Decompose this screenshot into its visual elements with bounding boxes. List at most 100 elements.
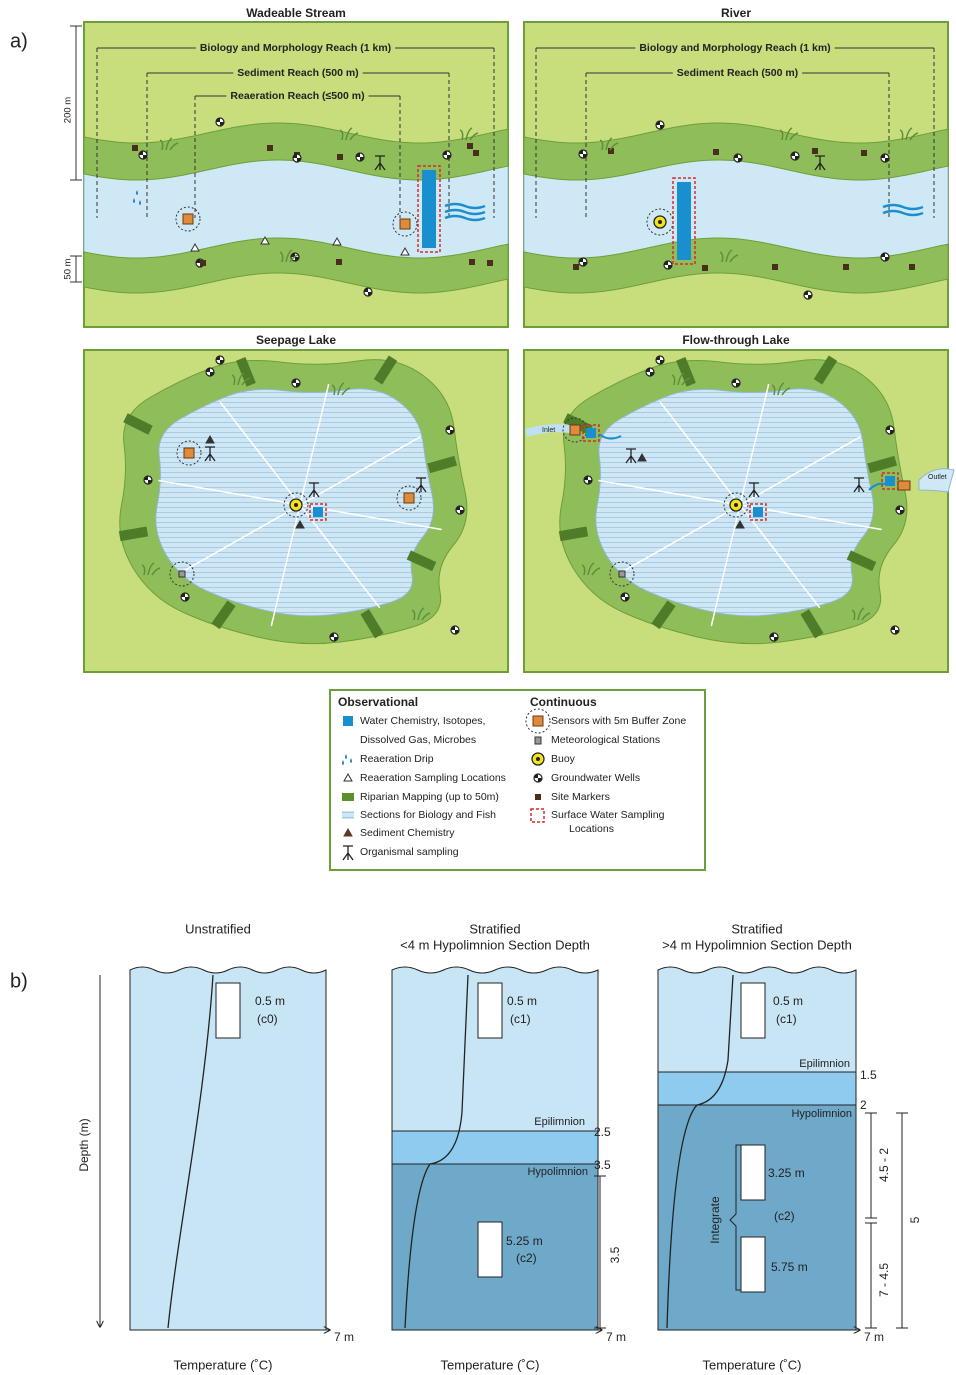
grass (779, 127, 799, 141)
legend-item: Site Markers (551, 791, 610, 803)
groundwater-well (356, 153, 364, 161)
groundwater-well (770, 633, 778, 641)
triangle (295, 519, 305, 529)
triangle (260, 235, 270, 245)
groundwater-well (451, 626, 459, 634)
sensor-buffer (396, 485, 422, 511)
section-line (739, 504, 882, 531)
surface-water-sampling (582, 424, 600, 442)
legend-box (329, 689, 706, 871)
groundwater-well (791, 152, 799, 160)
site-title: Flow-through Lake (682, 333, 790, 347)
legend-item: Meteorological Stations (551, 734, 660, 746)
triangle (205, 434, 215, 444)
groundwater-well (621, 593, 629, 601)
met-station (534, 736, 542, 745)
site-marker (267, 145, 273, 151)
groundwater-well (896, 506, 904, 514)
bracket-label: 7 - 4.5 (877, 1263, 891, 1297)
sample-depth (740, 1144, 766, 1201)
scale-label: 50 m (63, 258, 74, 279)
site-marker (573, 264, 579, 270)
bracket (865, 1112, 908, 1329)
site-marker (535, 794, 541, 800)
reach-boundary (194, 96, 401, 218)
riparian-mapping (211, 600, 236, 630)
surface-water-sampling (530, 808, 545, 823)
groundwater-well (664, 261, 672, 269)
tripod (625, 448, 637, 464)
section-line (299, 504, 442, 531)
sensor (399, 218, 411, 230)
groundwater-well (181, 593, 189, 601)
sensor (182, 213, 194, 225)
grass (581, 562, 601, 576)
triangle (343, 827, 353, 837)
panel-label: b) (10, 970, 28, 992)
section-line (270, 504, 301, 627)
triangle (637, 452, 647, 462)
buoy-buffer (723, 492, 749, 518)
column-title: Unstratified (185, 921, 251, 936)
depth-label: 7 m (864, 1330, 884, 1344)
sample-depth (477, 1221, 503, 1278)
sensor (183, 447, 195, 459)
surface-water-sampling (749, 503, 767, 521)
sample-label: (c2) (516, 1251, 537, 1265)
temperature-profile (167, 974, 214, 1329)
sample-label: (c1) (510, 1012, 531, 1026)
site-marker (608, 148, 614, 154)
reach-label: Biology and Morphology Reach (1 km) (200, 42, 391, 54)
riparian-mapping (427, 455, 458, 474)
sample-depth (740, 1236, 766, 1293)
riparian-mapping (800, 609, 824, 639)
site-title: River (721, 6, 751, 20)
inlet-label: Inlet (542, 427, 555, 434)
legend-item: Surface Water Sampling (551, 809, 665, 821)
grass (719, 249, 739, 263)
label-background (672, 66, 803, 79)
layer-label: Epilimnion (799, 1058, 850, 1070)
riparian-mapping (373, 355, 398, 385)
label-background (635, 41, 835, 54)
buoy (734, 503, 738, 507)
groundwater-well (291, 253, 299, 261)
sample-label: (c1) (776, 1012, 797, 1026)
reaeration-drip (133, 190, 141, 205)
legend-item: Locations (569, 823, 614, 835)
riparian-mapping (342, 793, 354, 801)
sensor (897, 480, 911, 491)
depth-label: 7 m (334, 1330, 354, 1344)
section-line (299, 383, 330, 506)
riparian-mapping (406, 550, 437, 572)
section-line (739, 504, 821, 609)
tripod (342, 845, 354, 861)
sections-icon (342, 811, 354, 819)
groundwater-well (292, 379, 300, 387)
groundwater-well (886, 426, 894, 434)
water-chemistry (586, 428, 596, 438)
legend-item: Reaeration Drip (360, 753, 434, 765)
riparian-mapping (558, 526, 589, 542)
section-line (158, 479, 301, 506)
axis-label: Depth (m) (77, 1118, 91, 1171)
grass (231, 372, 251, 386)
section-line (299, 504, 381, 609)
sample-depth (215, 982, 241, 1039)
section-line (739, 383, 770, 506)
reach-label: Reaeration Reach (≤500 m) (230, 90, 364, 102)
site-title: Seepage Lake (256, 333, 336, 347)
sensor (403, 492, 415, 504)
grass (331, 382, 351, 396)
legend-item: Riparian Mapping (up to 50m) (360, 791, 499, 803)
riparian-mapping (676, 356, 696, 387)
reach-label: Sediment Reach (500 m) (677, 67, 798, 79)
groundwater-well (446, 426, 454, 434)
layer-label: Epilimnion (534, 1116, 585, 1128)
water-chemistry (677, 182, 691, 260)
section-line (299, 436, 421, 506)
reaeration-drip (342, 754, 352, 765)
grass (899, 127, 919, 141)
reach-boundary (96, 48, 495, 218)
